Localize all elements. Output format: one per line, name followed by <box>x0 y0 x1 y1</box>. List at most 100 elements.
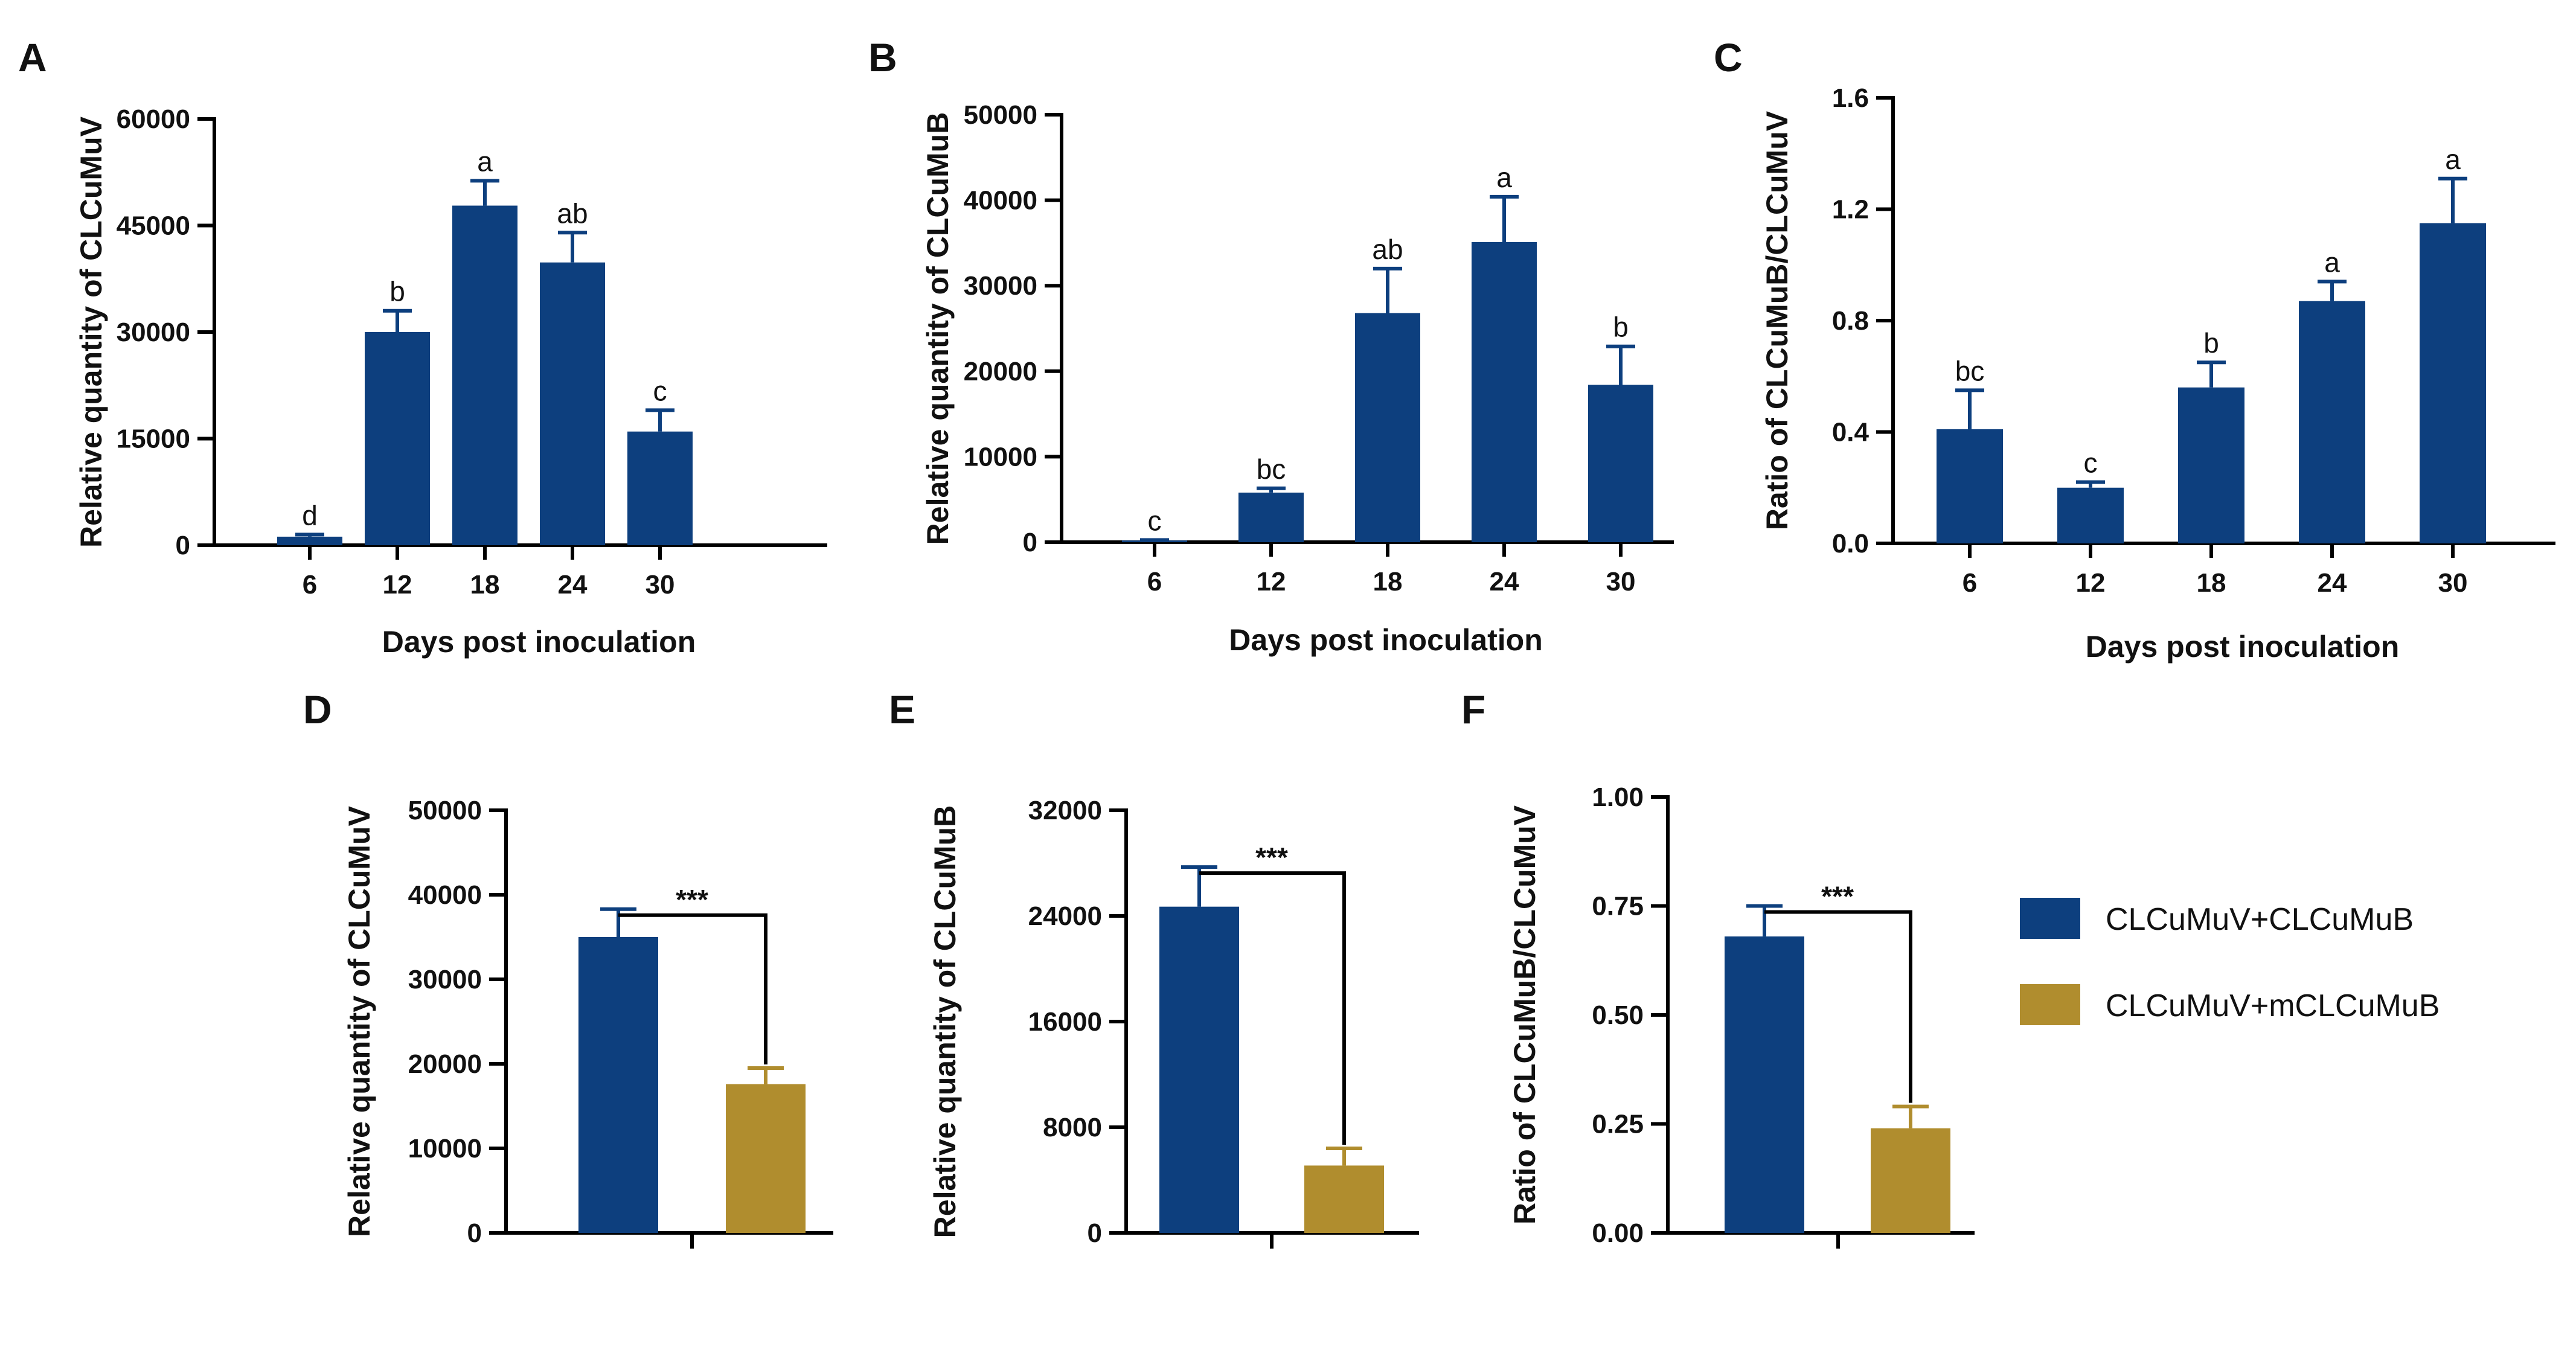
y-tick-label: 20000 <box>964 357 1037 386</box>
bar <box>1304 1165 1384 1233</box>
significance-letter: ab <box>557 197 588 229</box>
y-axis-title: Relative quantity of CLCuMuV <box>74 116 108 548</box>
y-tick-label: 0 <box>176 531 190 560</box>
x-tick-label: 18 <box>1373 567 1403 597</box>
panel-letter: D <box>303 687 332 732</box>
y-tick-label: 50000 <box>964 100 1037 130</box>
y-tick-label: 8000 <box>1043 1113 1102 1142</box>
significance-stars: *** <box>676 884 708 915</box>
panel-d: D 0 10000 20000 30000 40000 50000 Relative quan… <box>303 687 833 1249</box>
x-tick-label: 12 <box>383 570 412 600</box>
significance-letter: c <box>2084 447 2098 479</box>
y-tick-label: 32000 <box>1028 796 1102 825</box>
bar <box>277 536 342 545</box>
x-tick-label: 6 <box>303 570 317 600</box>
y-tick-label: 1.00 <box>1592 782 1644 812</box>
legend-label-ctrl: CLCuMuV+CLCuMuB <box>2106 902 2414 937</box>
panel-letter: C <box>1714 35 1743 80</box>
panel-letter: F <box>1461 687 1485 732</box>
x-tick-label: 18 <box>470 570 500 600</box>
x-tick-label: 12 <box>1257 567 1286 597</box>
x-tick-label: 12 <box>2076 568 2106 598</box>
significance-bracket <box>1199 871 1346 1145</box>
y-tick-label: 40000 <box>408 880 482 910</box>
y-tick-label: 50000 <box>408 796 482 825</box>
y-axis-title: Ratio of CLCuMuB/CLCuMuV <box>1508 805 1542 1224</box>
y-tick-label: 0.0 <box>1832 529 1869 558</box>
y-tick-label: 1.6 <box>1832 83 1869 113</box>
bar <box>1588 385 1653 542</box>
x-tick-label: 24 <box>1490 567 1519 597</box>
significance-letter: a <box>477 146 493 177</box>
significance-stars: *** <box>1821 881 1854 912</box>
bar <box>578 937 658 1233</box>
significance-letter: d <box>302 499 318 531</box>
bar <box>726 1084 806 1233</box>
y-tick-label: 60000 <box>117 104 190 134</box>
bar <box>452 205 517 545</box>
y-tick-label: 0.50 <box>1592 1000 1644 1030</box>
significance-letter: a <box>2445 144 2461 175</box>
x-tick-label: 24 <box>2318 568 2347 598</box>
x-tick-label: 30 <box>2438 568 2468 598</box>
y-axis-title: Relative quantity of CLCuMuB <box>928 805 962 1238</box>
y-tick-label: 0 <box>1023 528 1037 557</box>
y-tick-label: 30000 <box>408 965 482 994</box>
bar <box>1355 313 1420 542</box>
significance-letter: a <box>2324 246 2340 278</box>
significance-letter: c <box>1148 505 1162 536</box>
bar <box>2420 223 2486 543</box>
x-axis-title: Days post inoculation <box>1229 623 1543 657</box>
panel-f: F 0.00 0.25 0.50 0.75 1.00 Ratio of CLCuMuB/CL… <box>1461 687 1975 1249</box>
bar <box>365 332 430 545</box>
x-tick-label: 30 <box>646 570 675 600</box>
y-tick-label: 0.4 <box>1832 418 1870 447</box>
x-tick-label: 30 <box>1606 567 1636 597</box>
significance-letter: ab <box>1372 234 1403 265</box>
x-tick-label: 6 <box>1147 567 1162 597</box>
y-tick-label: 0 <box>467 1218 482 1248</box>
x-tick-label: 24 <box>558 570 588 600</box>
significance-letter: c <box>653 375 667 406</box>
y-tick-label: 1.2 <box>1832 195 1869 225</box>
y-tick-label: 15000 <box>117 424 190 454</box>
significance-letter: b <box>389 276 405 307</box>
x-tick-label: 6 <box>1962 568 1977 598</box>
bar <box>1871 1128 1950 1233</box>
y-axis-title: Relative quantity of CLCuMuB <box>921 112 955 545</box>
panel-letter: E <box>889 687 915 732</box>
y-tick-label: 0 <box>1088 1218 1102 1248</box>
y-tick-label: 0.8 <box>1832 306 1869 336</box>
x-tick-label: 18 <box>2197 568 2226 598</box>
y-tick-label: 0.25 <box>1592 1110 1644 1139</box>
bar <box>1725 936 1804 1233</box>
y-axis-title: Ratio of CLCuMuB/CLCuMuV <box>1760 110 1794 530</box>
bar <box>1238 492 1304 542</box>
y-tick-label: 20000 <box>408 1049 482 1079</box>
legend-label-mut: CLCuMuV+mCLCuMuB <box>2106 988 2440 1023</box>
y-tick-label: 10000 <box>964 442 1037 472</box>
panel-c: C 0.0 0.4 0.8 1.2 1.6 Ratio of CLCuMuB/CLCuMuV… <box>1714 35 2555 664</box>
legend-swatch-mut <box>2020 984 2080 1025</box>
y-tick-label: 16000 <box>1028 1007 1102 1037</box>
panel-letter: A <box>18 35 47 80</box>
y-tick-label: 10000 <box>408 1134 482 1163</box>
y-tick-label: 30000 <box>117 318 190 347</box>
significance-stars: *** <box>1255 842 1288 873</box>
bar <box>2178 387 2244 543</box>
bar <box>1122 540 1187 542</box>
bar <box>1159 906 1239 1233</box>
bar <box>2057 487 2124 543</box>
panel-letter: B <box>868 35 897 80</box>
significance-letter: bc <box>1257 453 1286 485</box>
y-tick-label: 24000 <box>1028 901 1102 931</box>
significance-letter: a <box>1496 162 1512 193</box>
x-axis-title: Days post inoculation <box>382 625 696 659</box>
bar <box>627 431 693 545</box>
panel-b: B 0 10000 20000 30000 40000 50000 Relative quan… <box>868 35 1674 657</box>
significance-bracket <box>618 913 767 1064</box>
y-tick-label: 30000 <box>964 271 1037 301</box>
y-tick-label: 0.75 <box>1592 892 1644 921</box>
significance-letter: bc <box>1955 355 1985 386</box>
